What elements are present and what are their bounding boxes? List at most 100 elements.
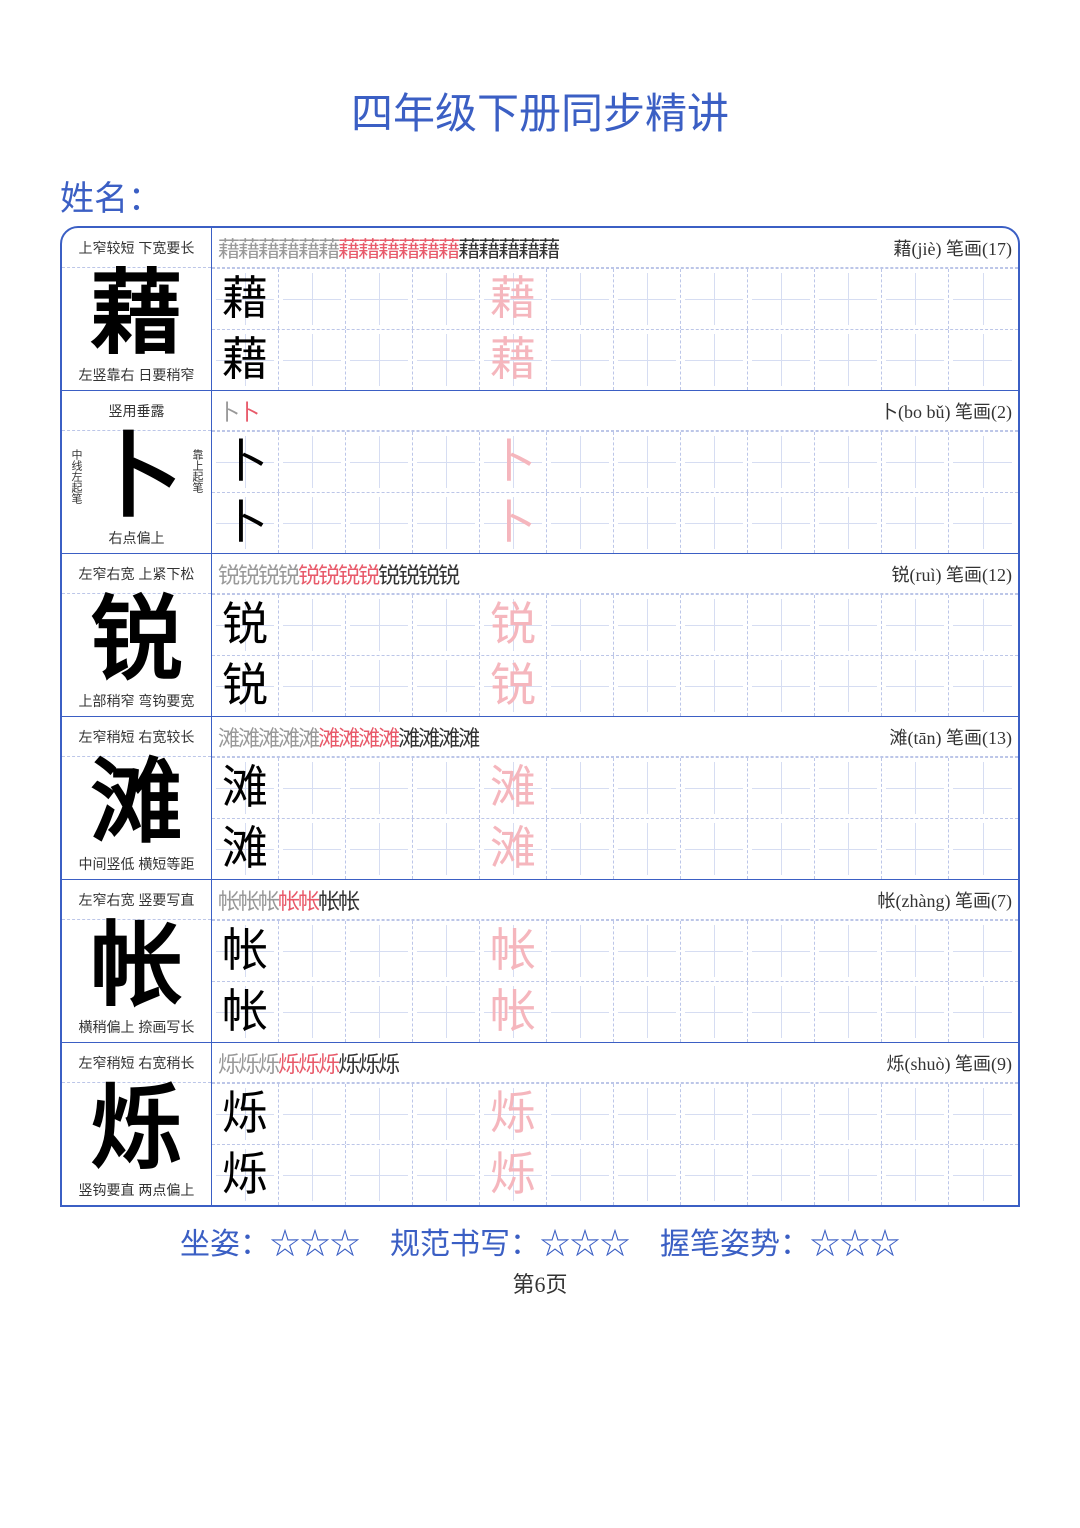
example-char-box: 帐 — [62, 920, 211, 1012]
practice-cell — [815, 758, 882, 818]
annotation-right: 靠上起笔 — [189, 449, 205, 493]
practice-cell — [547, 656, 614, 716]
name-label: 姓名： — [60, 171, 1020, 220]
practice-cell — [346, 982, 413, 1042]
practice-cell — [882, 982, 949, 1042]
practice-row: 藉藉 — [212, 268, 1018, 329]
practice-cell — [949, 493, 1016, 553]
practice-cell — [279, 432, 346, 492]
practice-cell — [882, 921, 949, 981]
practice-row: 烁烁 — [212, 1144, 1018, 1205]
model-char: 滩 — [222, 826, 268, 872]
practice-cell — [614, 982, 681, 1042]
practice-cell — [346, 432, 413, 492]
practice-cell: 卜 — [212, 432, 279, 492]
practice-cell — [882, 269, 949, 329]
practice-area: 滩滩滩滩滩滩滩滩滩滩滩滩滩滩(tān) 笔画(13)滩滩滩滩 — [212, 717, 1018, 879]
practice-area: 藉藉藉藉藉藉藉藉藉藉藉藉藉藉藉藉藉藉(jiè) 笔画(17)藉藉藉藉 — [212, 228, 1018, 390]
model-char: 滩 — [222, 765, 268, 811]
practice-cell — [547, 493, 614, 553]
trace-char: 烁 — [490, 1152, 536, 1198]
practice-cell — [748, 269, 815, 329]
trace-char: 帐 — [490, 989, 536, 1035]
practice-cell — [279, 982, 346, 1042]
stroke-order-row: 锐锐锐锐锐锐锐锐锐锐锐锐锐(ruì) 笔画(12) — [212, 554, 1018, 594]
example-char: 帐 — [90, 920, 182, 1012]
practice-cell — [279, 1084, 346, 1144]
practice-cell — [815, 493, 882, 553]
practice-cell — [279, 269, 346, 329]
practice-cell — [346, 758, 413, 818]
practice-cell — [614, 1145, 681, 1205]
char-section: 竖用垂露卜中线左起笔靠上起笔右点偏上卜卜卜(bo bǔ) 笔画(2)卜卜卜卜 — [62, 391, 1018, 554]
trace-char: 锐 — [490, 663, 536, 709]
model-char: 烁 — [222, 1091, 268, 1137]
stroke-sequence: 烁烁烁烁烁烁烁烁烁 — [218, 1047, 398, 1079]
practice-cell — [346, 819, 413, 879]
practice-row: 帐帐 — [212, 920, 1018, 981]
stroke-sequence: 滩滩滩滩滩滩滩滩滩滩滩滩滩 — [218, 721, 478, 753]
practice-cell — [279, 595, 346, 655]
practice-cell — [815, 819, 882, 879]
example-char-box: 藉 — [62, 268, 211, 360]
practice-cell — [949, 921, 1016, 981]
practice-row: 卜卜 — [212, 431, 1018, 492]
practice-cell — [413, 432, 480, 492]
practice-cell — [815, 1145, 882, 1205]
practice-cell — [949, 595, 1016, 655]
practice-cell — [614, 330, 681, 390]
tip-top: 左窄稍短 右宽较长 — [62, 717, 211, 757]
practice-cell — [413, 1084, 480, 1144]
model-char: 卜 — [222, 500, 268, 546]
practice-cell — [882, 1084, 949, 1144]
practice-cell: 帐 — [212, 921, 279, 981]
model-char: 锐 — [222, 663, 268, 709]
practice-cell — [346, 330, 413, 390]
practice-cell: 烁 — [480, 1145, 547, 1205]
practice-cell — [882, 758, 949, 818]
char-section: 左窄稍短 右宽较长滩中间竖低 横短等距滩滩滩滩滩滩滩滩滩滩滩滩滩滩(tān) 笔… — [62, 717, 1018, 880]
practice-area: 卜卜卜(bo bǔ) 笔画(2)卜卜卜卜 — [212, 391, 1018, 553]
practice-cell: 滩 — [480, 758, 547, 818]
practice-cell — [547, 330, 614, 390]
char-guide: 上窄较短 下宽要长藉左竖靠右 日要稍窄 — [62, 228, 212, 390]
practice-cell — [949, 432, 1016, 492]
practice-cell — [882, 493, 949, 553]
practice-area: 帐帐帐帐帐帐帐帐(zhàng) 笔画(7)帐帐帐帐 — [212, 880, 1018, 1042]
char-guide: 左窄稍短 右宽稍长烁竖钩要直 两点偏上 — [62, 1043, 212, 1205]
pinyin-info: 烁(shuò) 笔画(9) — [887, 1050, 1012, 1076]
practice-cell: 烁 — [480, 1084, 547, 1144]
tip-top: 左窄稍短 右宽稍长 — [62, 1043, 211, 1083]
practice-cell — [681, 432, 748, 492]
trace-char: 卜 — [490, 500, 536, 546]
practice-cell — [949, 656, 1016, 716]
practice-cell — [413, 656, 480, 716]
example-char: 烁 — [90, 1083, 182, 1175]
practice-cell — [614, 269, 681, 329]
model-char: 锐 — [222, 602, 268, 648]
practice-row: 滩滩 — [212, 757, 1018, 818]
practice-cell — [748, 432, 815, 492]
practice-cell — [681, 921, 748, 981]
practice-cell — [279, 493, 346, 553]
practice-cell — [614, 432, 681, 492]
practice-cell: 帐 — [480, 982, 547, 1042]
practice-cell — [614, 493, 681, 553]
practice-cell — [681, 1084, 748, 1144]
practice-cell: 烁 — [212, 1145, 279, 1205]
example-char: 藉 — [90, 268, 182, 360]
example-char-box: 卜中线左起笔靠上起笔 — [62, 431, 211, 523]
practice-cell — [547, 1145, 614, 1205]
practice-cell — [413, 921, 480, 981]
practice-cell: 帐 — [212, 982, 279, 1042]
example-char-box: 滩 — [62, 757, 211, 849]
stroke-order-row: 卜卜卜(bo bǔ) 笔画(2) — [212, 391, 1018, 431]
practice-cell — [681, 758, 748, 818]
tip-top: 左窄右宽 竖要写直 — [62, 880, 211, 920]
practice-row: 滩滩 — [212, 818, 1018, 879]
char-guide: 左窄右宽 上紧下松锐上部稍窄 弯钩要宽 — [62, 554, 212, 716]
practice-cell — [346, 269, 413, 329]
practice-cell — [949, 269, 1016, 329]
practice-row: 烁烁 — [212, 1083, 1018, 1144]
practice-cell — [346, 656, 413, 716]
